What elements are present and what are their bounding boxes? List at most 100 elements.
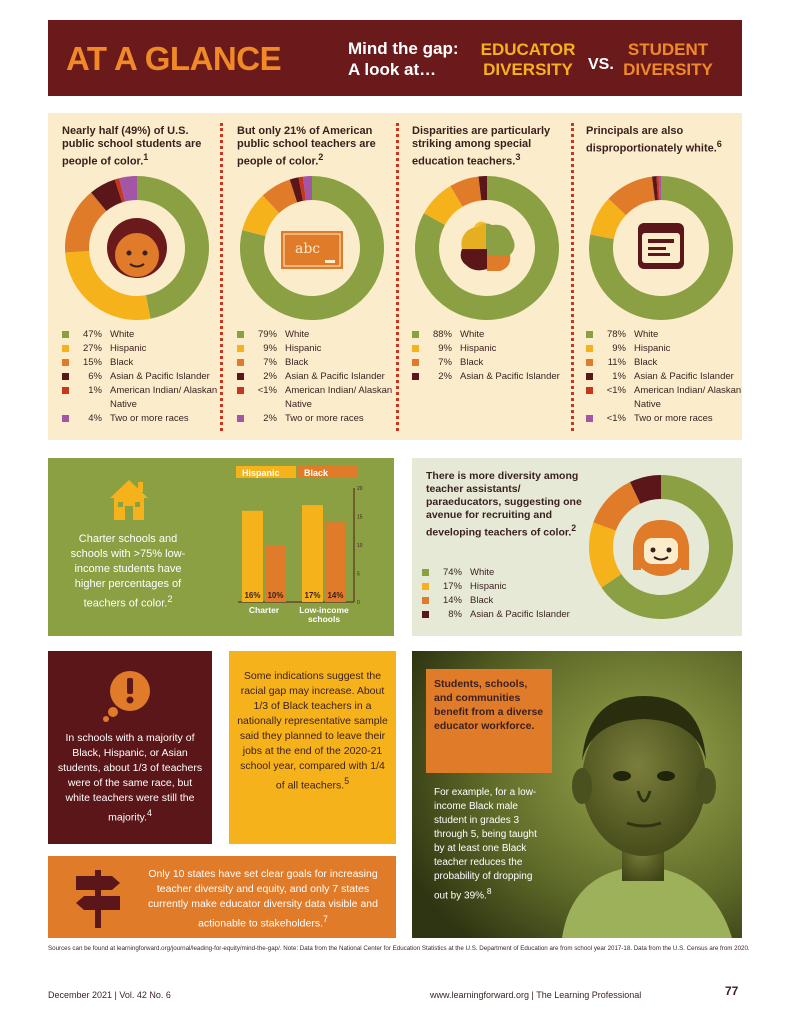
header-banner: AT A GLANCE Mind the gap: A look at… EDU… [48,20,742,96]
legend-percent: 1% [88,385,102,396]
legend-percent: 27% [82,343,102,354]
legend-label: White [460,329,485,340]
legend-swatch [412,373,419,380]
donut-slices [240,176,384,320]
donut-slice-black [65,192,107,253]
donut-panel: Nearly half (49%) of U.S. public school … [48,113,742,440]
legend-label: Asian & Pacific Islander [634,371,734,382]
student-face-icon [107,218,167,278]
educator-line-2: DIVERSITY [483,60,573,79]
legend-label: Hispanic [285,343,322,354]
legend-percent: 17% [442,581,462,592]
legend-swatch [237,331,244,338]
students-heading: Nearly half (49%) of U.S. public school … [62,125,222,173]
legend-item: 6% Asian & Pacific Islander [62,370,222,384]
legend-item: <1% American Indian/ Alaskan Native [586,384,746,412]
donut-slices [415,176,559,320]
heading-text: But only 21% of American public school t… [237,125,376,168]
legend-swatch [412,331,419,338]
dotted-divider [220,123,223,431]
teachers-legend: 79% White 9% Hispanic 7% Black 2% Asian & Pacif… [237,328,397,426]
states-statement: Only 10 states have set clear goals for … [148,868,378,930]
legend-swatch [237,359,244,366]
legend-label: American Indian/ Alaskan Native [634,385,742,410]
donut-slice-white [415,176,559,320]
legend-percent: <1% [606,413,626,424]
legend-label: Black [460,357,484,368]
legend-item: 15% Black [62,356,222,370]
legend-swatch [236,466,296,478]
legend-label: White [634,329,659,340]
legend-item: 11% Black [586,356,746,370]
legend-label: Black [470,595,494,606]
bar-value-label: 14% [327,591,343,600]
gap-text: Some indications suggest the racial gap … [237,669,388,794]
donut-slice-white [589,176,733,320]
legend-swatch [237,345,244,352]
students-column: Nearly half (49%) of U.S. public school … [62,125,222,426]
principals-donut [589,176,733,320]
legend-percent: 78% [606,329,626,340]
clipboard-icon [638,223,684,269]
bar-hispanic-0 [242,510,263,602]
x-category-label: Low-income [299,605,349,615]
principals-column: Principals are also disproportionately w… [586,125,746,426]
legend-label: Black [110,357,134,368]
signpost-icon [76,870,120,928]
legend-label: American Indian/ Alaskan Native [285,385,393,410]
legend-label: Two or more races [110,413,189,424]
page-number: 77 [725,984,739,998]
legend-percent: 7% [438,357,452,368]
legend-swatch [298,466,358,478]
legend-percent: 6% [88,371,102,382]
legend-percent: 88% [432,329,452,340]
donut-slice-asian-pacific-islander [478,176,487,201]
legend-swatch [586,415,593,422]
page-title: AT A GLANCE [66,40,282,77]
assistants-panel: There is more diversity among teacher as… [412,458,742,636]
legend-swatch [412,345,419,352]
legend-percent: 14% [442,595,462,606]
donut-slice-asian-pacific-islander [289,177,304,203]
student-line-2: DIVERSITY [623,60,713,79]
legend-label: Black [304,468,329,478]
legend-item: 2% Asian & Pacific Islander [412,370,572,384]
footer-website: www.learningforward.org | The Learning P… [430,990,642,1000]
subtitle-line-1: Mind the gap: [348,39,459,58]
legend-swatch [422,583,429,590]
vs-label: VS. [588,56,614,73]
bar-legend: Hispanic Black [236,466,358,478]
sources-note: Sources can be found at learningforward.… [48,945,750,952]
legend-swatch [422,597,429,604]
states-text: Only 10 states have set clear goals for … [138,867,388,932]
donut-slice-black [593,482,641,531]
legend-item: 17% Hispanic [422,580,602,594]
assistants-donut [589,475,733,619]
gap-statement: Some indications suggest the racial gap … [237,670,388,792]
donut-slice-asian-pacific-islander [630,475,661,504]
sped-heading: Disparities are particularly striking am… [412,125,572,173]
donut-slice-white [137,176,210,319]
sped-donut [415,176,559,320]
legend-item: 88% White [412,328,572,342]
majority-text: In schools with a majority of Black, His… [56,731,204,826]
donut-slices [65,176,210,320]
charter-statement: Charter schools and schools with >75% lo… [70,533,186,610]
heading-text: Disparities are particularly striking am… [412,125,551,168]
donut-slice-black [450,176,482,207]
educator-diversity-label: EDUCATOR DIVERSITY [478,40,578,80]
teachers-column: But only 21% of American public school t… [237,125,397,426]
header-subtitle: Mind the gap: A look at… [348,38,458,80]
footer-issue: December 2021 | Vol. 42 No. 6 [48,990,171,1000]
legend-label: Hispanic [470,581,507,592]
legend-label: Hispanic [634,343,671,354]
example-text: For example, for a low-income Black male… [434,786,544,903]
legend-label: Black [634,357,658,368]
legend-swatch [586,387,593,394]
legend-label: Asian & Pacific Islander [285,371,385,382]
legend-item: 14% Black [422,594,602,608]
heading-text: Principals are also disproportionately w… [586,125,717,155]
legend-swatch [586,359,593,366]
donut-slice-two-or-more-races [119,176,137,202]
donut-slice-american-indian-alaskan-native [298,176,306,201]
